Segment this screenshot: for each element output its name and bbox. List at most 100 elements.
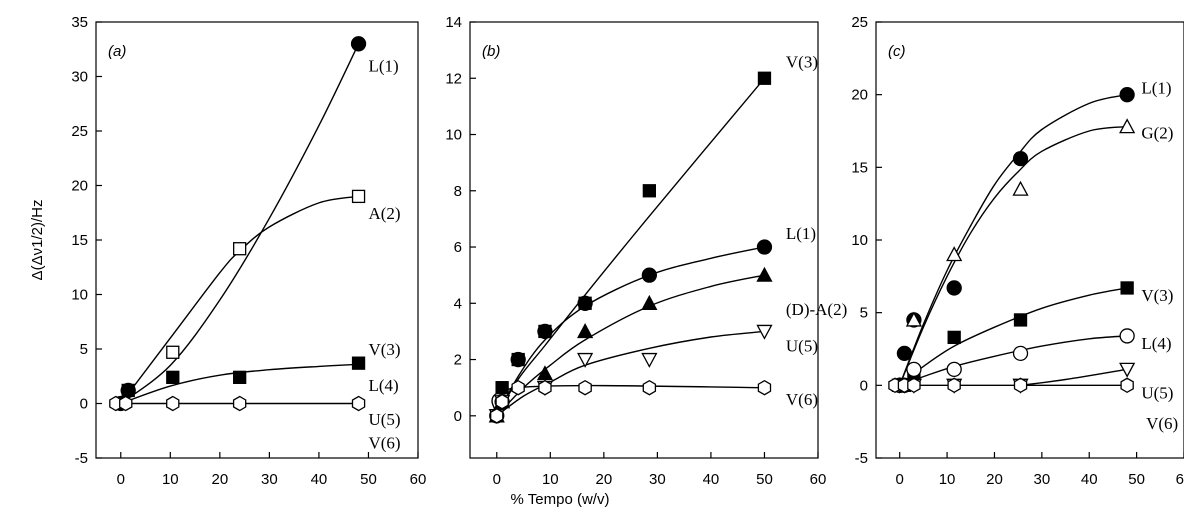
panel-c-xtick-label: 50 <box>1128 471 1145 488</box>
panel-c-point-v-6 <box>947 377 961 394</box>
panel-c-point-l-4 <box>1012 345 1029 362</box>
panel-a-ytick-label: 0 <box>80 396 88 413</box>
panel-a-xtick-label: 10 <box>162 471 179 488</box>
panel-c-ytick-label: 20 <box>851 87 868 104</box>
panel-c-curve-g-2 <box>899 125 1128 386</box>
panel-c-curve-l-1 <box>899 94 1128 386</box>
panel-a-point-a-2 <box>233 242 247 256</box>
panel-b-xtick-label: 60 <box>810 471 827 488</box>
panel-b-ytick-label: 10 <box>445 127 462 144</box>
panel-b-series-label-u-5: U(5) <box>786 336 818 355</box>
panel-c-point-g-2 <box>1119 118 1136 134</box>
panel-b-point-d-a-2 <box>577 323 594 339</box>
panel-b-point-v-6 <box>578 379 592 396</box>
panel-c-point-g-2 <box>905 311 922 327</box>
panel-a-series-label-l-1: L(1) <box>368 57 398 76</box>
panel-a-point-v-3 <box>121 383 135 398</box>
panel-c-point-v-3 <box>1013 313 1028 327</box>
panel-c-point-l-1 <box>1012 150 1029 167</box>
panel-b-point-v-6 <box>495 393 509 410</box>
panel-a-curve-l-1 <box>120 43 360 405</box>
panel-b-ytick-label: 0 <box>454 408 462 425</box>
panel-a-point-a-2 <box>351 189 366 204</box>
panel-b-point-u-5 <box>756 324 773 340</box>
panel-a-ytick-label: -5 <box>75 450 88 467</box>
panel-c-point-v-6 <box>907 377 921 394</box>
panel-c-point-v-6 <box>1120 377 1134 394</box>
panel-b-ytick-label: 12 <box>445 70 462 87</box>
panel-b-ytick-label: 4 <box>454 295 462 312</box>
panel-a-series-label-v-3: V(3) <box>368 340 400 359</box>
panel-b-ytick-label: 6 <box>454 239 462 256</box>
panel-b-series-label-l-1: L(1) <box>786 224 816 243</box>
panel-b-curve-u-5 <box>496 330 765 417</box>
panel-a-ytick-label: 20 <box>71 178 88 195</box>
panel-c-point-l-4 <box>1119 328 1135 344</box>
panel-c-ytick-label: 5 <box>860 305 868 322</box>
panel-c-point-l-4 <box>946 361 962 377</box>
panel-a-series-label-a-2: A(2) <box>368 204 400 223</box>
panel-c: -5 0 5 10 15 20 25 0 10 20 30 40 50 60 (c) L(1) G(2) V(3)… <box>851 14 1184 488</box>
panel-b-series-label-d-a-2: (D)-A(2) <box>786 300 847 319</box>
panel-a-point-v-6 <box>351 395 366 412</box>
panel-b-point-d-a-2 <box>536 365 554 381</box>
panel-c-series-label-l-4: L(4) <box>1141 334 1171 353</box>
panel-b-point-d-a-2 <box>641 294 658 310</box>
panel-b-point-l-1 <box>510 351 526 368</box>
panel-c-xtick-label: 40 <box>1081 471 1098 488</box>
panel-b-point-v-6 <box>538 379 552 396</box>
panel-a-point-v-6 <box>119 395 133 412</box>
panel-a-xtick-label: 30 <box>261 471 278 488</box>
panel-a-point-l-1 <box>350 36 367 52</box>
panel-c-series-label-v-3: V(3) <box>1141 286 1173 305</box>
panel-a-ytick-label: 25 <box>71 123 88 140</box>
panel-c-point-l-1 <box>1119 87 1135 103</box>
panel-c-xtick-label: 30 <box>1034 471 1051 488</box>
panel-c-point-l-1 <box>896 345 913 362</box>
panel-c-point-l-4 <box>906 361 922 377</box>
panel-c-ytick-label: 15 <box>851 159 868 176</box>
panel-b-point-u-5 <box>577 352 594 368</box>
panel-c-point-l-1 <box>946 280 962 296</box>
panel-a-xtick-label: 60 <box>410 471 427 488</box>
panel-a-series-label-u-5: U(5) <box>368 410 400 429</box>
panel-a-ytick-label: 10 <box>71 287 88 304</box>
panel-b-point-v-3 <box>495 381 509 395</box>
panel-c-point-g-2 <box>1012 180 1029 196</box>
panel-a-ytick-label: 35 <box>71 14 88 31</box>
panel-a-xtick-label: 20 <box>212 471 229 488</box>
panel-c-xtick-label: 0 <box>896 471 904 488</box>
panel-c-ytick-label: -5 <box>855 450 868 467</box>
panel-b-xtick-label: 40 <box>703 471 720 488</box>
panel-a: -5 0 5 10 15 20 25 30 35 0 10 20 30 40 50 60 (a) Δ(Δν1/2)… <box>29 14 426 488</box>
panel-b-point-v-6 <box>511 379 525 396</box>
panel-a-point-v-3 <box>233 370 247 384</box>
panel-b-ytick-label: 14 <box>445 14 462 31</box>
panel-b-point-v-6 <box>757 379 772 396</box>
panel-a-point-v-3 <box>166 370 180 384</box>
panel-c-series-label-g-2: G(2) <box>1141 123 1173 142</box>
panel-b-series-label-v-3: V(3) <box>786 52 818 71</box>
panel-a-series-label-l-4: L(4) <box>368 376 398 395</box>
panel-b-point-l-1 <box>537 323 553 340</box>
panel-b-point-v-3 <box>642 184 657 198</box>
panel-b-point-v-6 <box>490 408 504 424</box>
panel-c-label: (c) <box>888 43 906 60</box>
panel-b-point-v-3 <box>757 71 772 85</box>
panel-b-xtick-label: 10 <box>542 471 559 488</box>
panel-b-frame <box>469 21 819 459</box>
panel-a-point-a-2 <box>166 345 180 359</box>
panel-b-ytick-label: 2 <box>454 352 462 369</box>
panel-a-xtick-label: 40 <box>311 471 328 488</box>
panel-c-xtick-label: 60 <box>1176 471 1184 488</box>
panel-b-curve-v-3 <box>496 77 766 417</box>
panel-a-xtick-label: 50 <box>360 471 377 488</box>
panel-a-ytick-label: 30 <box>71 69 88 86</box>
panel-a-series-label-v-6: V(6) <box>368 434 400 453</box>
panel-b-curve-d-a-2 <box>496 274 765 417</box>
panel-c-ytick-label: 10 <box>851 232 868 249</box>
panel-a-point-v-6 <box>232 395 247 412</box>
panel-b-ytick-label: 8 <box>454 183 462 200</box>
panel-c-series-label-u-5: U(5) <box>1141 384 1173 403</box>
